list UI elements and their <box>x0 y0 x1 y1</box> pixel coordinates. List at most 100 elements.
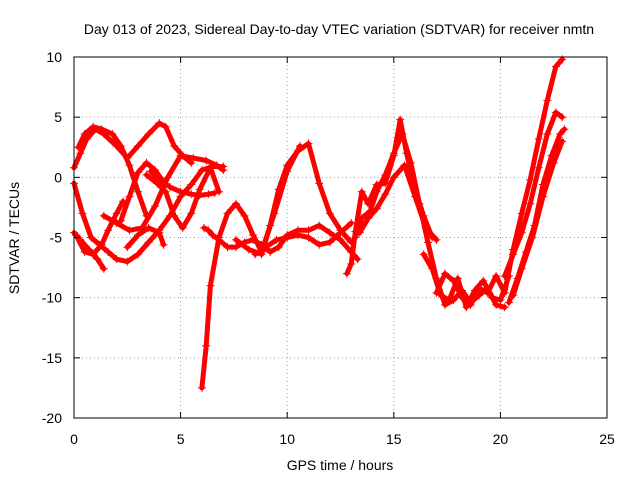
data-point-marker <box>163 173 172 182</box>
data-point-marker <box>558 137 567 146</box>
data-point-marker <box>526 175 535 184</box>
data-point-marker <box>364 214 373 223</box>
data-point-marker <box>176 187 185 196</box>
data-point-marker <box>223 209 232 218</box>
data-point-marker <box>159 240 168 249</box>
data-point-marker <box>347 259 356 268</box>
data-point-marker <box>240 211 249 220</box>
data-point-marker <box>560 125 569 134</box>
x-tick-label: 0 <box>70 431 78 447</box>
data-point-marker <box>479 276 488 285</box>
series-track-9 <box>123 223 168 252</box>
data-point-marker <box>133 168 142 177</box>
data-point-marker <box>325 238 334 247</box>
data-point-marker <box>272 235 281 244</box>
data-point-marker <box>304 226 313 235</box>
data-point-marker <box>517 209 526 218</box>
series-track-6 <box>99 151 228 235</box>
data-point-marker <box>204 226 213 235</box>
data-point-marker <box>432 235 441 244</box>
data-point-marker <box>112 255 121 264</box>
x-tick-label: 20 <box>493 431 509 447</box>
data-point-marker <box>161 122 170 131</box>
data-point-marker <box>176 151 185 160</box>
data-point-marker <box>436 291 445 300</box>
data-point-marker <box>261 243 270 252</box>
data-point-marker <box>206 163 215 172</box>
data-point-marker <box>125 192 134 201</box>
data-point-marker <box>251 250 260 259</box>
data-point-marker <box>195 191 204 200</box>
data-point-marker <box>123 243 132 252</box>
data-point-marker <box>342 269 351 278</box>
data-point-marker <box>357 187 366 196</box>
x-tick-label: 25 <box>599 431 615 447</box>
data-point-marker <box>432 288 441 297</box>
data-point-marker <box>170 142 179 151</box>
data-point-marker <box>208 231 217 240</box>
data-point-marker <box>556 130 565 139</box>
x-tick-label: 15 <box>386 431 402 447</box>
data-point-marker <box>500 272 509 281</box>
data-point-marker <box>89 122 98 131</box>
data-point-marker <box>325 209 334 218</box>
data-point-marker <box>104 226 113 235</box>
data-point-marker <box>389 173 398 182</box>
data-point-marker <box>423 238 432 247</box>
data-point-marker <box>187 180 196 189</box>
data-point-marker <box>76 149 85 158</box>
data-point-marker <box>492 272 501 281</box>
data-point-marker <box>347 219 356 228</box>
data-point-marker <box>170 211 179 220</box>
series-track-17 <box>355 161 441 244</box>
x-tick-label: 5 <box>177 431 185 447</box>
data-point-marker <box>528 233 537 242</box>
data-point-marker <box>99 264 108 273</box>
y-axis-label: SDTVAR / TECUs <box>6 182 22 294</box>
data-point-marker <box>249 231 258 240</box>
data-point-marker <box>178 223 187 232</box>
data-point-marker <box>428 264 437 273</box>
data-point-marker <box>133 231 142 240</box>
data-point-marker <box>551 62 560 71</box>
data-point-marker <box>336 235 345 244</box>
data-point-marker <box>517 264 526 273</box>
data-point-marker <box>539 192 548 201</box>
data-point-marker <box>146 167 155 176</box>
data-point-marker <box>76 235 85 244</box>
data-point-marker <box>144 238 153 247</box>
data-point-marker <box>87 233 96 242</box>
data-point-marker <box>202 156 211 165</box>
data-point-marker <box>462 303 471 312</box>
data-point-marker <box>500 303 509 312</box>
y-tick-label: -5 <box>50 230 63 246</box>
data-point-marker <box>189 154 198 163</box>
data-point-marker <box>97 125 106 134</box>
data-point-marker <box>155 119 164 128</box>
data-point-marker <box>304 233 313 242</box>
series-track-20 <box>500 108 567 281</box>
data-point-marker <box>453 274 462 283</box>
data-point-marker <box>214 233 223 242</box>
data-point-marker <box>293 231 302 240</box>
data-point-marker <box>419 250 428 259</box>
data-point-marker <box>400 161 409 170</box>
data-point-marker <box>80 247 89 256</box>
data-point-marker <box>133 250 142 259</box>
data-point-marker <box>187 190 196 199</box>
data-point-marker <box>283 161 292 170</box>
data-point-marker <box>155 175 164 184</box>
data-point-marker <box>325 228 334 237</box>
y-tick-label: 5 <box>54 109 62 125</box>
data-point-marker <box>112 219 121 228</box>
data-point-marker <box>445 296 454 305</box>
data-point-marker <box>526 199 535 208</box>
series-line <box>510 138 565 298</box>
data-point-marker <box>223 243 232 252</box>
series-track-8 <box>142 163 223 232</box>
data-point-marker <box>212 161 221 170</box>
data-point-marker <box>483 288 492 297</box>
data-point-marker <box>142 170 151 179</box>
data-point-marker <box>496 296 505 305</box>
